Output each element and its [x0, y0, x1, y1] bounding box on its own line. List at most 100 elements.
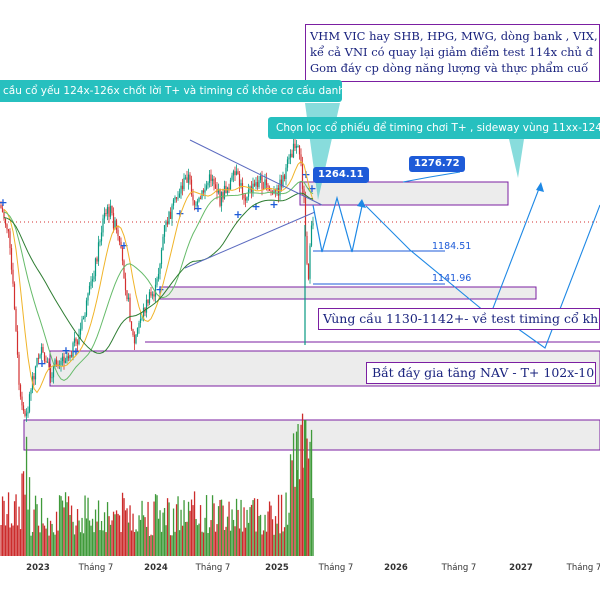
candle-body: [121, 248, 124, 261]
volume-bar: [24, 494, 26, 556]
candle-body: [153, 294, 155, 297]
volume-bar: [178, 530, 181, 556]
candle-body: [148, 292, 151, 304]
volume-bar: [36, 504, 38, 556]
candle-body: [294, 143, 296, 149]
volume-bar: [112, 511, 115, 556]
volume-bar: [66, 502, 68, 556]
candle-body: [4, 218, 7, 225]
candle-body: [256, 182, 259, 188]
volume-bar: [145, 526, 148, 556]
candle-body: [270, 190, 272, 192]
callout-pointer-2: [509, 139, 524, 178]
volume-bar: [57, 530, 59, 556]
candle-body: [75, 338, 77, 342]
candle-body: [309, 245, 311, 279]
spike-volume: [296, 470, 298, 556]
zone-support-1130-1142: [159, 286, 537, 300]
candle-body: [60, 360, 62, 365]
volume-bar: [214, 531, 217, 556]
volume-bar: [201, 531, 203, 556]
candle-body: [231, 175, 233, 180]
volume-bar: [99, 530, 101, 556]
candle-body: [66, 356, 68, 361]
candle-body: [238, 173, 241, 186]
volume-bar: [141, 500, 143, 556]
candle-body: [244, 198, 247, 201]
volume-bar: [10, 523, 13, 556]
volume-bar: [132, 513, 134, 556]
teal-callout-2: Chọn lọc cổ phiếu để timing chơi T+ , si…: [268, 117, 600, 139]
candle-body: [193, 200, 196, 205]
candle-body: [30, 389, 32, 395]
candle-body: [310, 225, 313, 246]
volume-bar: [61, 500, 64, 556]
candle-body: [28, 394, 31, 412]
candle-body: [285, 167, 287, 179]
candle-body: [73, 338, 76, 343]
candle-body: [64, 360, 67, 363]
candle-body: [48, 361, 50, 368]
volume-bar: [78, 520, 80, 556]
volume-bar: [40, 498, 43, 556]
candle-body: [289, 153, 292, 158]
volume-bar: [283, 527, 286, 556]
candle-body: [283, 175, 286, 179]
volume-bar: [21, 473, 23, 556]
signal-marker: +: [155, 283, 164, 296]
projection-path-1: [365, 185, 541, 317]
volume-bar: [151, 535, 154, 556]
candle-body: [250, 186, 253, 194]
candle-body: [69, 355, 71, 359]
volume-bar: [118, 515, 121, 556]
candle-body: [240, 183, 242, 186]
candle-body: [147, 299, 149, 304]
volume-bar: [43, 525, 46, 556]
volume-bar: [114, 514, 116, 556]
volume-bar: [256, 498, 259, 556]
volume-bar: [190, 499, 193, 556]
volume-bar: [216, 524, 218, 556]
candle-body: [178, 193, 181, 198]
candle-body: [223, 185, 226, 199]
volume-bar: [175, 504, 178, 556]
volume-bar: [129, 505, 131, 556]
candle-body: [129, 297, 131, 322]
candle-body: [274, 190, 277, 192]
candle-body: [97, 242, 100, 262]
top-note-box: VHM VIC hay SHB, HPG, MWG, dòng bank , V…: [305, 24, 600, 82]
volume-bar: [46, 517, 49, 556]
price-tag-1264: 1264.11: [313, 167, 369, 183]
candle-body: [286, 159, 289, 168]
volume-bar: [253, 498, 256, 556]
volume-bar: [268, 501, 271, 556]
volume-bar: [271, 519, 274, 556]
candle-body: [15, 308, 17, 332]
volume-bar: [76, 509, 79, 556]
candle-body: [276, 187, 278, 191]
x-tick-label: 2024: [144, 563, 168, 573]
volume-bar: [177, 496, 179, 556]
candle-body: [265, 179, 268, 186]
volume-bar: [135, 529, 137, 556]
candle-body: [94, 258, 97, 277]
candle-body: [105, 213, 107, 215]
candle-body: [40, 347, 43, 355]
candle-body: [85, 300, 88, 316]
x-tick-label: 2023: [26, 563, 50, 573]
candle-body: [150, 292, 152, 296]
candle-body: [135, 334, 137, 344]
volume-bar: [108, 516, 110, 556]
volume-bar: [219, 500, 221, 556]
candle-body: [243, 194, 245, 199]
volume-bar: [199, 505, 202, 556]
volume-bar: [267, 511, 269, 556]
volume-bar: [240, 499, 242, 556]
candle-body: [51, 377, 53, 379]
candle-body: [6, 224, 8, 230]
volume-bar: [264, 514, 266, 556]
x-tick-label: 2026: [384, 563, 408, 573]
candle-body: [235, 171, 238, 175]
x-tick-label: 2027: [509, 563, 533, 573]
support-zone-note: Vùng cầu 1130-1142+- về test timing cổ k…: [318, 308, 600, 330]
